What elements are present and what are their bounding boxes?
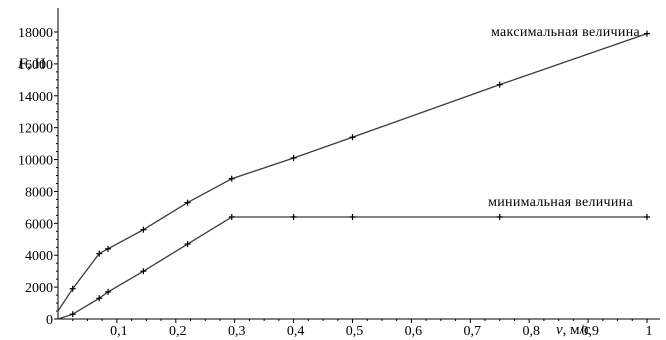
y-tick-label: 8000 xyxy=(25,185,53,200)
y-tick-label: 18000 xyxy=(18,26,53,41)
data-point-marker xyxy=(644,213,650,220)
series-label-max: максимальная величина xyxy=(491,25,640,40)
data-point-marker xyxy=(184,199,191,206)
data-point-marker xyxy=(290,213,297,220)
x-tick-label: 0,5 xyxy=(346,324,364,339)
y-tick-label: 12000 xyxy=(18,122,53,137)
data-point-marker xyxy=(290,154,297,161)
x-tick-label: 1 xyxy=(646,324,653,339)
data-point-marker xyxy=(96,250,103,257)
y-axis-unit: , Н xyxy=(27,56,46,72)
series-label-min: минимальная величина xyxy=(488,195,633,210)
data-point-marker xyxy=(184,241,191,248)
data-point-marker xyxy=(349,134,356,141)
data-point-marker xyxy=(349,213,356,220)
x-tick-label: 0,7 xyxy=(464,324,482,339)
axes xyxy=(57,8,660,320)
y-tick-label: 16000 xyxy=(18,58,53,73)
y-ticks: 0 2000 4000 6000 8000 10000 12000 14000 16000 180… xyxy=(18,26,58,328)
data-point-marker xyxy=(105,245,112,252)
y-tick-label: 6000 xyxy=(25,217,53,232)
x-axis-title: v, м/с xyxy=(556,322,591,338)
data-point-marker xyxy=(644,30,650,37)
y-axis-var: F xyxy=(17,56,28,72)
data-point-marker xyxy=(140,268,147,275)
data-point-marker xyxy=(496,213,503,220)
y-tick-label: 4000 xyxy=(25,249,53,264)
data-point-marker xyxy=(140,226,147,233)
x-tick-label: 0,9 xyxy=(581,324,599,339)
y-tick-label: 2000 xyxy=(25,281,53,296)
series-line-1 xyxy=(57,216,647,320)
x-axis-unit: , м/с xyxy=(563,322,591,338)
data-point-marker xyxy=(496,81,503,88)
data-point-marker xyxy=(96,295,103,302)
x-tick-label: 0,1 xyxy=(110,324,128,339)
y-axis-title: F, Н xyxy=(17,56,46,72)
x-axis-var: v xyxy=(556,322,563,338)
x-tick-label: 0,4 xyxy=(287,324,305,339)
x-tick-label: 0,6 xyxy=(405,324,423,339)
series-layer xyxy=(57,30,650,320)
data-point-marker xyxy=(69,311,76,318)
x-tick-label: 0,8 xyxy=(522,324,540,339)
x-tick-label: 0,2 xyxy=(169,324,187,339)
data-point-marker xyxy=(105,288,112,295)
x-tick-label: 0,3 xyxy=(228,324,246,339)
y-tick-label: 14000 xyxy=(18,90,53,105)
data-point-marker xyxy=(228,213,235,220)
x-ticks: 0,1 0,2 0,3 0,4 0,5 0,6 0,7 0,8 0,9 1 xyxy=(72,319,653,339)
y-tick-label: 10000 xyxy=(18,154,53,169)
data-point-marker xyxy=(69,285,76,292)
y-tick-label: 0 xyxy=(46,313,53,328)
data-point-marker xyxy=(228,175,235,182)
